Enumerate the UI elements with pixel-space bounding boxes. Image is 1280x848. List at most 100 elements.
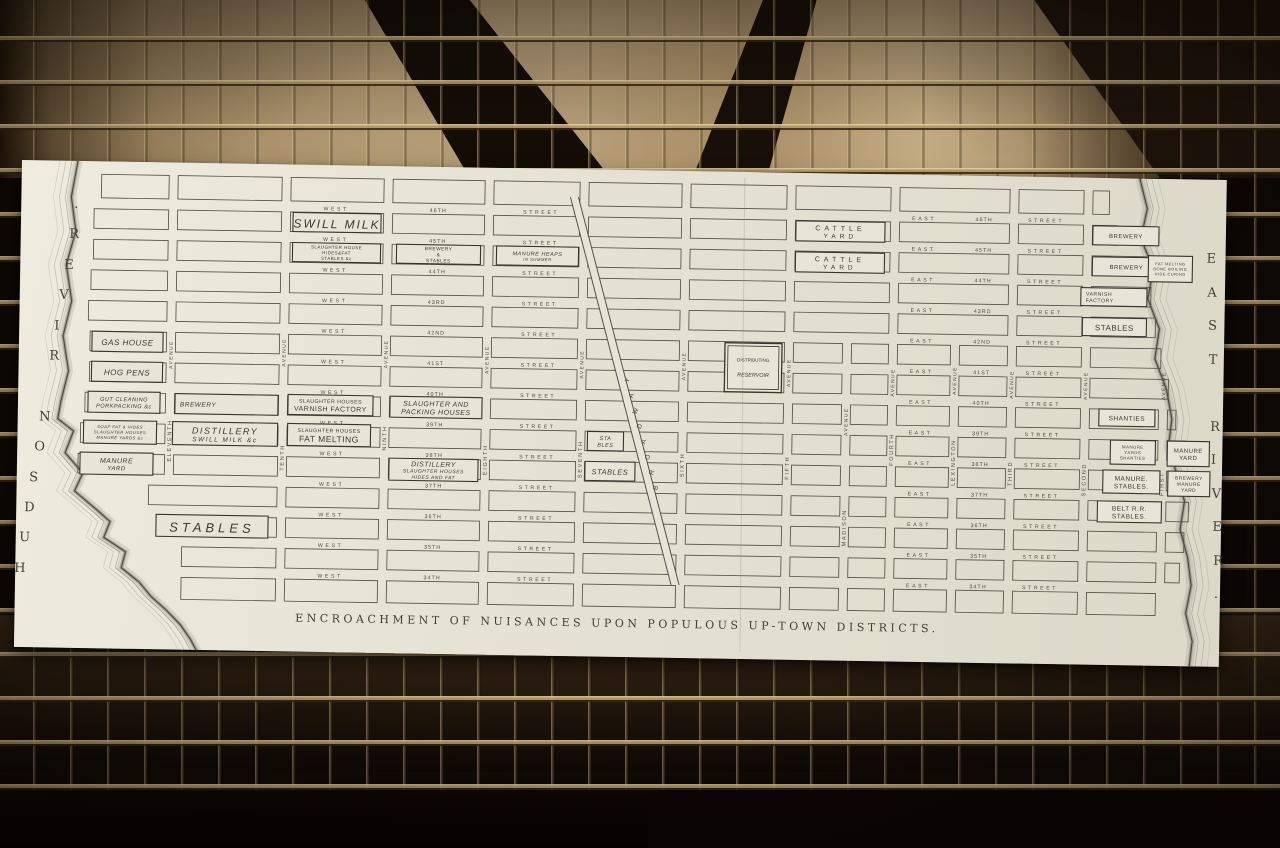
svg-text:39TH: 39TH	[972, 431, 989, 437]
city-block	[392, 178, 486, 205]
svg-text:STREET: STREET	[519, 485, 555, 492]
east-river-label-letter: R	[1210, 419, 1221, 435]
city-block	[391, 213, 486, 236]
svg-text:ELEVENTH: ELEVENTH	[167, 419, 174, 461]
city-block	[486, 582, 574, 607]
svg-text:STREET: STREET	[1026, 340, 1062, 347]
svg-text:45TH: 45TH	[429, 239, 446, 245]
svg-text:STREET: STREET	[1025, 402, 1061, 409]
svg-text:44TH: 44TH	[974, 278, 991, 284]
svg-text:40TH: 40TH	[972, 401, 989, 407]
svg-text:AVENUE: AVENUE	[786, 358, 792, 387]
poi-brewery-stables: BREWERY&STABLES	[395, 243, 482, 266]
svg-text:YARD: YARD	[1181, 488, 1196, 494]
svg-text:AVENUE: AVENUE	[1161, 372, 1167, 401]
svg-text:WEST: WEST	[321, 329, 346, 335]
city-block	[489, 398, 578, 421]
svg-text:WEST: WEST	[322, 267, 347, 273]
city-block	[685, 462, 783, 485]
svg-text:STREET: STREET	[1024, 463, 1060, 470]
city-block	[894, 466, 949, 488]
svg-text:WEST: WEST	[319, 451, 344, 457]
city-block	[489, 429, 577, 451]
svg-text:MANURE: MANURE	[100, 458, 133, 466]
poi-brewery: BREWERY	[174, 393, 279, 416]
city-block	[846, 588, 885, 612]
svg-text:B: B	[652, 485, 660, 492]
svg-text:SWILL MILK &c: SWILL MILK &c	[192, 436, 257, 444]
svg-text:38TH: 38TH	[426, 453, 443, 459]
svg-text:STREET: STREET	[1023, 493, 1059, 500]
city-block	[283, 578, 379, 604]
city-block	[849, 404, 888, 426]
svg-text:STREET: STREET	[517, 577, 553, 584]
city-block	[491, 306, 579, 329]
svg-text:GUT CLEANING: GUT CLEANING	[100, 397, 148, 404]
city-block	[896, 344, 951, 366]
svg-text:WEST: WEST	[318, 543, 343, 549]
city-block	[1085, 591, 1156, 616]
hudson-shoreline	[39, 160, 202, 656]
city-block	[388, 427, 482, 450]
map-photo: B R O A D W A Y WEST 46TH STREET EAST 46TH STREET WEST…	[13, 160, 1227, 667]
poi-stables: STABLES	[155, 513, 269, 539]
svg-text:EAST: EAST	[908, 461, 932, 467]
city-block	[958, 375, 1008, 397]
svg-text:MANURE HEAPS: MANURE HEAPS	[512, 251, 562, 258]
city-block	[899, 187, 1011, 214]
city-block	[1015, 376, 1082, 399]
city-block	[92, 238, 169, 261]
city-block	[585, 338, 681, 361]
city-block	[792, 342, 844, 364]
city-block	[848, 496, 887, 518]
city-block	[174, 362, 280, 385]
city-block	[582, 553, 677, 576]
city-block	[1017, 254, 1084, 276]
city-block	[287, 364, 382, 387]
svg-text:STREET: STREET	[1024, 432, 1060, 439]
svg-text:VARNISH FACTORY: VARNISH FACTORY	[294, 406, 367, 414]
svg-text:WEST: WEST	[319, 482, 344, 488]
svg-text:AVENUE: AVENUE	[383, 340, 389, 369]
city-block	[793, 281, 891, 304]
city-block	[1014, 437, 1081, 460]
city-block	[896, 374, 951, 396]
svg-text:SWILL MILK: SWILL MILK	[293, 217, 380, 232]
city-block	[180, 546, 277, 569]
city-block	[850, 373, 889, 395]
city-block	[847, 557, 886, 579]
svg-text:AVENUE: AVENUE	[890, 368, 896, 397]
city-block	[789, 556, 840, 578]
svg-text:HIDES&FAT: HIDES&FAT	[322, 250, 351, 255]
black-object-bottom-right	[648, 786, 1280, 848]
city-block	[176, 240, 282, 263]
city-block	[487, 551, 575, 574]
avenue-labels: ELEVENTH AVENUE TENTH AVENUE NINTH AVENUE EIGH…	[167, 338, 1168, 546]
svg-text:STREET: STREET	[521, 363, 557, 370]
svg-text:EAST: EAST	[912, 247, 936, 253]
city-block	[688, 309, 786, 333]
svg-text:FACTORY: FACTORY	[1086, 298, 1114, 304]
city-block	[793, 311, 890, 334]
svg-text:AVENUE: AVENUE	[484, 345, 490, 374]
svg-text:MANURE: MANURE	[1177, 482, 1201, 488]
city-block	[895, 405, 950, 427]
svg-text:38TH: 38TH	[971, 462, 988, 468]
svg-text:STABLES: STABLES	[426, 258, 451, 264]
city-block	[790, 464, 841, 486]
svg-text:STREET: STREET	[521, 332, 557, 339]
svg-text:36TH: 36TH	[424, 514, 441, 520]
street-grid	[77, 173, 1193, 616]
svg-text:FAT MELTING: FAT MELTING	[299, 434, 359, 445]
city-block	[284, 517, 380, 540]
svg-text:A: A	[640, 438, 648, 445]
svg-text:43RD: 43RD	[974, 309, 992, 315]
city-block	[957, 406, 1007, 428]
poi-manure-stables-: MANURE.STABLES.	[1102, 469, 1161, 495]
svg-text:STREET: STREET	[520, 424, 556, 431]
east-river-label-letter: I	[1210, 452, 1217, 468]
svg-text:AVENUE: AVENUE	[843, 407, 849, 436]
